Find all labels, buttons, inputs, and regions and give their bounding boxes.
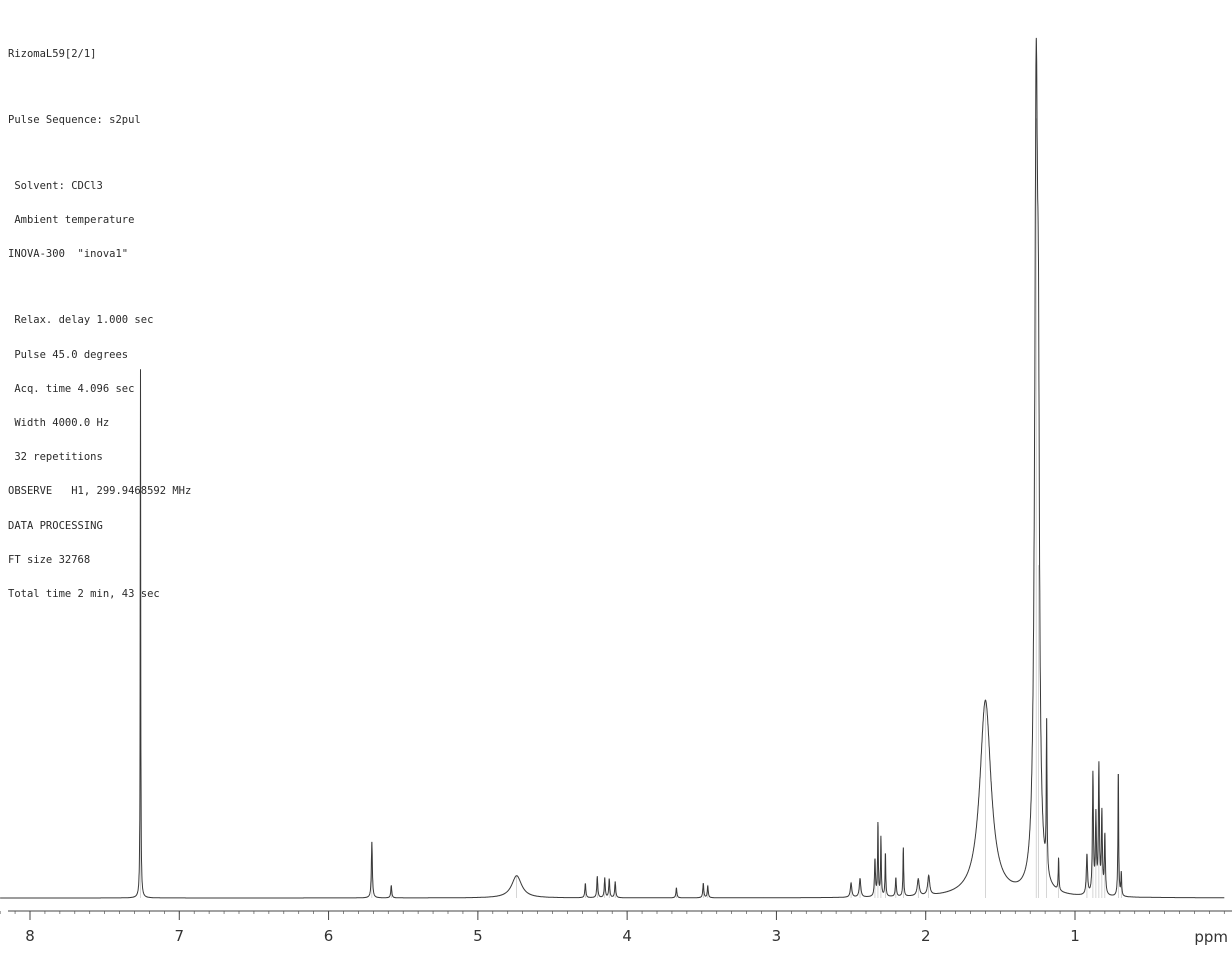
- peak-markers: [140, 118, 1122, 898]
- acquisition-parameters: RizomaL59[2/1] Pulse Sequence: s2pul Sol…: [8, 26, 191, 612]
- spectrum-line: [0, 37, 1225, 899]
- x-axis-unit-label: ppm: [1194, 928, 1228, 946]
- x-tick-label: 1: [1070, 927, 1080, 945]
- temperature: Ambient temperature: [8, 214, 135, 227]
- relax-delay: Relax. delay 1.000 sec: [8, 314, 154, 327]
- x-tick-label: 4: [622, 927, 632, 945]
- ft-size: FT size 32768: [8, 553, 91, 566]
- sample-name: RizomaL59[2/1]: [8, 47, 97, 60]
- spectrum-series: [0, 37, 1225, 899]
- instrument: INOVA-300 "inova1": [8, 248, 129, 261]
- x-tick-label: 7: [175, 927, 185, 945]
- pulse: Pulse 45.0 degrees: [8, 348, 129, 361]
- x-axis: 8 7 6 5 4 3 2 1: [0, 910, 1232, 945]
- x-tick-label: 8: [25, 927, 35, 945]
- x-tick-label: 6: [324, 927, 334, 945]
- repetitions: 32 repetitions: [8, 451, 103, 464]
- x-tick-label: 2: [921, 927, 931, 945]
- x-tick-label: 5: [473, 927, 483, 945]
- pulse-sequence: Pulse Sequence: s2pul: [8, 113, 141, 126]
- data-processing: DATA PROCESSING: [8, 519, 103, 532]
- total-time: Total time 2 min, 43 sec: [8, 588, 160, 601]
- solvent: Solvent: CDCl3: [8, 179, 103, 192]
- width: Width 4000.0 Hz: [8, 417, 110, 429]
- x-tick-label: 3: [772, 927, 782, 945]
- acq-time: Acq. time 4.096 sec: [8, 382, 135, 395]
- observe: OBSERVE H1, 299.9468592 MHz: [8, 485, 192, 498]
